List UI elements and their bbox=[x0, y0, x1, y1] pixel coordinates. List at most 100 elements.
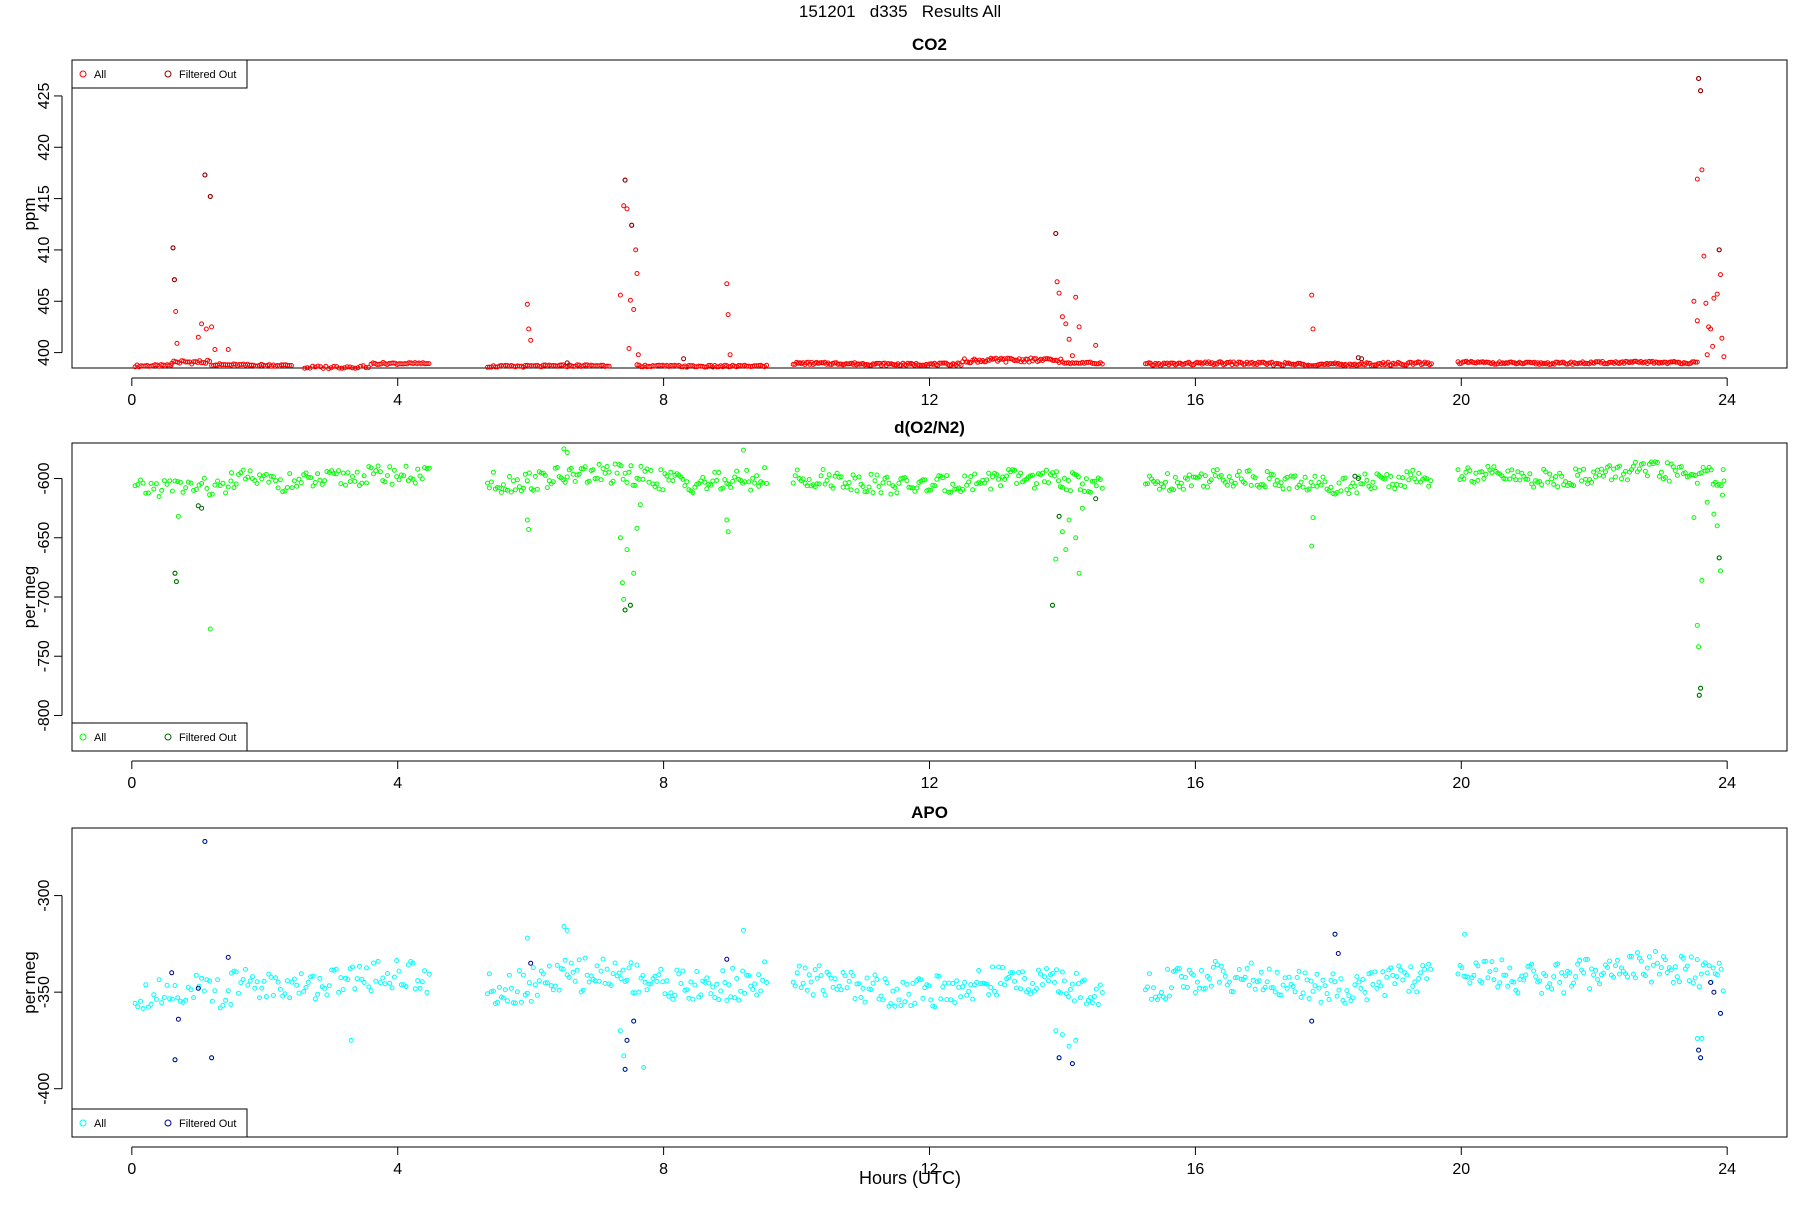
data-point bbox=[714, 477, 720, 483]
data-point bbox=[331, 471, 337, 476]
data-point bbox=[880, 997, 886, 1003]
data-point bbox=[848, 487, 854, 493]
data-point bbox=[220, 480, 226, 486]
data-point bbox=[1485, 463, 1491, 469]
data-point bbox=[1483, 958, 1489, 964]
data-point bbox=[494, 485, 500, 490]
filtered-point bbox=[1696, 1047, 1702, 1053]
data-point bbox=[852, 475, 858, 481]
data-point bbox=[1200, 483, 1206, 489]
data-point bbox=[153, 996, 159, 1002]
data-point bbox=[1704, 352, 1710, 358]
data-point bbox=[946, 980, 952, 986]
data-point bbox=[1547, 471, 1553, 477]
data-point bbox=[1073, 294, 1079, 300]
data-point bbox=[288, 363, 294, 368]
data-point bbox=[1053, 1028, 1059, 1034]
data-point bbox=[524, 935, 530, 941]
data-point bbox=[1557, 979, 1563, 985]
chart-panel-3: APO per meg 0 4 8 12 16 20 24 -300 -350 -400 All Filt… bbox=[20, 803, 1788, 1178]
data-point bbox=[1388, 473, 1394, 479]
data-point bbox=[424, 361, 430, 367]
data-point bbox=[1492, 361, 1497, 367]
data-point bbox=[1052, 979, 1057, 985]
data-point bbox=[1634, 950, 1640, 956]
data-point bbox=[564, 474, 570, 480]
data-point bbox=[319, 481, 325, 487]
panel-title: CO2 bbox=[912, 35, 947, 54]
data-point bbox=[225, 988, 231, 994]
data-point bbox=[712, 995, 718, 1001]
data-point bbox=[1406, 477, 1412, 483]
data-point bbox=[1483, 471, 1489, 477]
data-point bbox=[1362, 989, 1368, 995]
data-point bbox=[936, 473, 942, 479]
data-point bbox=[1601, 473, 1606, 479]
data-point bbox=[415, 466, 421, 472]
data-point bbox=[986, 470, 992, 476]
data-point bbox=[1690, 980, 1696, 986]
data-point bbox=[183, 485, 189, 491]
data-point bbox=[654, 481, 660, 487]
data-point bbox=[964, 992, 970, 998]
data-point bbox=[958, 994, 964, 1000]
data-point bbox=[391, 467, 397, 473]
data-point bbox=[1607, 958, 1612, 964]
data-point bbox=[1256, 978, 1262, 984]
y-tick-label: -300 bbox=[36, 879, 53, 911]
data-point bbox=[726, 982, 732, 988]
data-point bbox=[1320, 977, 1326, 983]
data-point bbox=[734, 468, 740, 474]
data-point bbox=[1386, 484, 1392, 490]
data-point bbox=[426, 971, 432, 977]
data-point bbox=[305, 979, 311, 985]
data-point bbox=[1274, 969, 1280, 975]
data-point bbox=[722, 980, 728, 985]
data-point bbox=[1706, 963, 1712, 969]
data-point bbox=[394, 958, 400, 963]
data-point bbox=[1165, 471, 1170, 477]
data-point bbox=[1180, 984, 1186, 990]
filtered-point bbox=[172, 570, 178, 576]
data-point bbox=[1673, 359, 1679, 365]
data-point bbox=[1698, 971, 1704, 977]
data-point bbox=[1678, 464, 1684, 470]
data-point bbox=[1481, 959, 1487, 964]
data-point bbox=[286, 363, 292, 368]
data-point bbox=[652, 973, 658, 979]
data-point bbox=[498, 489, 504, 495]
data-point bbox=[534, 992, 540, 998]
data-point bbox=[164, 481, 170, 487]
data-point bbox=[1093, 986, 1099, 992]
data-point bbox=[148, 1001, 154, 1007]
data-point bbox=[212, 347, 218, 352]
data-point bbox=[954, 978, 960, 984]
data-point bbox=[1714, 523, 1720, 529]
data-point bbox=[641, 1065, 647, 1070]
data-point bbox=[744, 972, 750, 978]
data-point bbox=[1630, 971, 1636, 977]
data-point bbox=[1382, 476, 1388, 482]
data-point bbox=[562, 479, 568, 485]
data-point bbox=[1362, 471, 1368, 477]
panel-title: d(O2/N2) bbox=[894, 418, 965, 437]
data-point bbox=[1081, 977, 1087, 983]
data-point bbox=[1089, 478, 1095, 484]
data-point bbox=[568, 960, 574, 966]
data-point bbox=[1066, 517, 1072, 523]
filtered-point bbox=[1716, 247, 1722, 253]
data-point bbox=[1358, 985, 1364, 991]
filtered-point bbox=[528, 960, 534, 966]
data-point bbox=[620, 967, 626, 973]
data-point bbox=[1519, 973, 1525, 979]
data-point bbox=[1674, 974, 1680, 980]
data-point bbox=[1194, 979, 1200, 985]
data-point bbox=[1475, 477, 1481, 483]
data-point bbox=[243, 966, 248, 972]
data-point bbox=[624, 480, 630, 485]
data-point bbox=[542, 472, 548, 478]
data-point bbox=[1046, 978, 1051, 984]
data-point bbox=[1091, 994, 1097, 999]
data-point bbox=[340, 987, 346, 993]
data-point bbox=[1300, 990, 1306, 996]
